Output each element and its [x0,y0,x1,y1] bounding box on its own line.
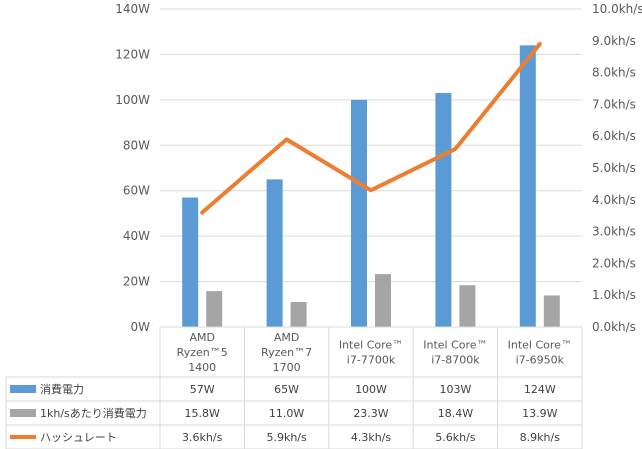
category-label: i7-6950k [516,354,565,367]
category-label: Ryzen™5 [177,346,228,359]
bar [290,302,307,327]
legend-label: ハッシュレート [40,431,117,444]
data-label: 8.9kh/s [520,431,561,444]
category-label: Intel Core™ [423,339,487,352]
bar [543,295,560,327]
line-layer [200,41,542,215]
series-line [200,41,542,215]
bar [519,45,536,327]
bar [351,99,367,327]
data-label: 18.4W [438,407,473,420]
bar [435,93,452,328]
y-right-tick-label: 5.0kh/s [592,161,636,175]
category-label: 1400 [188,361,216,374]
y-left-tick-label: 60W [123,184,150,198]
data-label: 13.9W [522,407,557,420]
data-label: 57W [190,383,215,396]
data-label: 11.0W [269,407,304,420]
data-label: 4.3kh/s [351,431,392,444]
y-left-tick-label: 40W [123,229,150,243]
category-label: i7-8700k [431,354,480,367]
category-label: AMD [189,331,215,344]
bar [206,291,223,327]
y-left-tick-label: 80W [123,138,150,152]
y-left-tick-label: 20W [123,275,150,289]
category-label: Ryzen™7 [261,346,312,359]
y-left-tick-label: 120W [115,47,150,61]
category-label: AMD [274,331,300,344]
y-right-tick-label: 6.0kh/s [592,129,636,143]
data-label: 103W [439,383,471,396]
category-label: Intel Core™ [339,339,403,352]
legend-swatch [10,385,36,393]
bar [182,197,199,327]
data-label: 15.8W [185,407,220,420]
data-label: 5.6kh/s [435,431,476,444]
legend-swatch [10,409,36,417]
data-label: 5.9kh/s [266,431,307,444]
data-label: 3.6kh/s [182,431,223,444]
y-right-tick-label: 1.0kh/s [592,288,636,302]
bar [459,285,476,327]
category-label: 1700 [273,361,301,374]
y-right-tick-label: 8.0kh/s [592,66,636,80]
y-right-tick-label: 4.0kh/s [592,193,636,207]
gridlines [160,8,582,283]
legend-label: 消費電力 [40,382,84,396]
y-left-tick-label: 140W [115,2,150,16]
y-right-tick-label: 9.0kh/s [592,34,636,48]
bar [266,179,283,327]
data-table: AMD Ryzen™5 1400 AMD Ryzen™7 1700 Intel Core™ i… [5,326,583,449]
y-right-tick-label: 3.0kh/s [592,225,636,239]
bar [375,274,391,327]
category-label: i7-7700k [347,354,396,367]
axis-tick-labels: 0W 20W 40W 60W 80W 100W 120W 140W 0.0kh/s 1.0kh/s… [115,2,642,334]
data-label: 23.3W [353,407,388,420]
y-right-tick-label: 7.0kh/s [592,97,636,111]
category-label: Intel Core™ [508,339,572,352]
data-label: 124W [524,383,556,396]
y-right-tick-label: 2.0kh/s [592,256,636,270]
y-right-tick-label: 10.0kh/s [592,2,642,16]
y-left-tick-label: 0W [131,320,151,334]
y-left-tick-label: 100W [115,93,150,107]
legend-label: 1kh/sあたり消費電力 [40,406,147,420]
data-label: 65W [274,383,299,396]
data-label: 100W [355,383,387,396]
y-right-tick-label: 0.0kh/s [592,320,636,334]
